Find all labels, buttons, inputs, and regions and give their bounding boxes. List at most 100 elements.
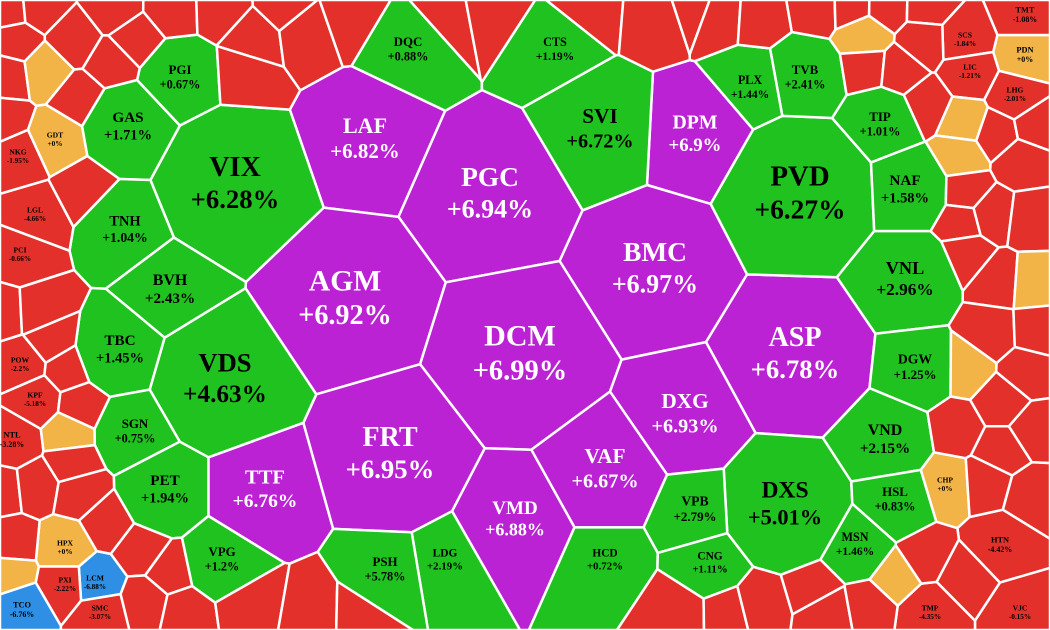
cell-shape xyxy=(0,511,41,562)
stock-cell: DPM+6.9% xyxy=(645,58,755,206)
filler-cell xyxy=(77,487,136,556)
ticker: PXI xyxy=(58,576,71,585)
change: +1.44% xyxy=(731,89,769,101)
change: +0% xyxy=(48,140,63,148)
change: +6.93% xyxy=(651,415,718,437)
change: +2.41% xyxy=(785,78,826,92)
filler-cell xyxy=(0,511,41,562)
cell-shape xyxy=(838,49,887,97)
ticker: TMP xyxy=(922,604,939,613)
ticker: GAS xyxy=(112,109,143,126)
ticker: TBC xyxy=(104,332,135,349)
ticker: LHG xyxy=(1007,86,1024,95)
change: +4.63% xyxy=(183,380,267,408)
change: +0.88% xyxy=(388,50,429,64)
stock-cell: LDG+2.19% xyxy=(410,509,522,630)
cell-shape xyxy=(334,580,415,630)
change: +0% xyxy=(1017,55,1033,64)
change: +2.96% xyxy=(876,280,933,299)
filler-cell xyxy=(464,0,537,84)
ticker: NAF xyxy=(889,172,920,189)
ticker: TTF xyxy=(245,466,285,488)
cell-shape xyxy=(0,556,41,596)
cell-shape xyxy=(43,344,91,394)
change: +6.95% xyxy=(346,454,435,484)
ticker: ASP xyxy=(768,322,821,353)
filler-cell xyxy=(47,154,121,229)
ticker: DPM xyxy=(673,112,718,134)
change: +2.15% xyxy=(860,440,910,457)
ticker: VPB xyxy=(681,494,708,509)
filler-cell xyxy=(334,580,415,630)
filler-cell xyxy=(892,20,945,74)
stock-cell: VAF+6.67% xyxy=(530,390,669,529)
ticker: SCS xyxy=(958,31,972,40)
change: -2.2% xyxy=(11,365,30,373)
change: +1.11% xyxy=(692,563,727,575)
stock-cell: DXS+5.01% xyxy=(722,431,854,577)
ticker: TNH xyxy=(109,213,140,229)
stock-cell: PSH+5.78% xyxy=(316,527,430,630)
change: +6.76% xyxy=(233,491,298,512)
change: +0.83% xyxy=(875,500,916,514)
change: +0% xyxy=(938,485,953,493)
change: +1.71% xyxy=(104,127,152,143)
cell-shape xyxy=(1001,460,1050,540)
filler-cell xyxy=(1001,460,1050,540)
ticker: HTN xyxy=(991,535,1009,544)
change: -6.76% xyxy=(10,610,35,619)
change: +5.01% xyxy=(748,504,822,529)
change: +1.25% xyxy=(893,367,936,382)
ticker: TIP xyxy=(869,109,891,124)
cell-shape xyxy=(935,538,1002,622)
ticker: NKG xyxy=(9,148,26,157)
ticker: HPX xyxy=(57,539,74,548)
ticker: GDT xyxy=(47,131,63,140)
ticker: VND xyxy=(868,422,903,439)
ticker: DXG xyxy=(661,389,708,413)
ticker: VAF xyxy=(585,444,626,468)
stock-cell: AGM+6.92% xyxy=(244,206,448,396)
cell-shape xyxy=(1007,396,1050,465)
cell-shape xyxy=(994,345,1050,402)
ticker: VNL xyxy=(886,258,925,278)
filler-cell xyxy=(1012,304,1050,358)
change: -0.66% xyxy=(9,255,31,263)
filler-cell xyxy=(0,556,41,596)
ticker: TVB xyxy=(792,62,819,77)
change: +6.92% xyxy=(298,300,391,331)
ticker: PET xyxy=(150,472,180,489)
ticker: VIX xyxy=(209,152,261,183)
ticker: SGN xyxy=(122,416,149,431)
ticker: LIC xyxy=(963,63,977,72)
ticker: LDG xyxy=(433,547,458,559)
cell-shape xyxy=(464,0,537,84)
ticker: POW xyxy=(11,356,30,365)
cell-shape xyxy=(318,0,392,69)
filler-cell xyxy=(994,345,1050,402)
ticker: VMD xyxy=(492,498,537,519)
ticker: SVI xyxy=(582,104,617,128)
change: -4.66% xyxy=(24,215,46,223)
change: +6.28% xyxy=(191,184,280,214)
cell-shape xyxy=(77,487,136,556)
ticker: PSH xyxy=(372,554,397,569)
change: +6.67% xyxy=(571,470,638,492)
cell-shape xyxy=(688,0,742,63)
ticker: FRT xyxy=(362,422,417,453)
ticker: CTS xyxy=(543,35,567,49)
cell-shape xyxy=(1006,185,1050,254)
ticker: PGC xyxy=(461,162,519,192)
ticker: DGW xyxy=(898,352,933,367)
filler-cell xyxy=(39,410,97,453)
cell-shape xyxy=(892,20,945,74)
change: +0.75% xyxy=(115,432,156,446)
cell-shape xyxy=(141,0,199,40)
ticker: TMT xyxy=(1015,5,1034,14)
change: +6.27% xyxy=(754,195,845,225)
filler-cell xyxy=(318,0,392,69)
change: -5.18% xyxy=(24,400,46,408)
ticker: VDS xyxy=(198,347,251,377)
change: +6.97% xyxy=(612,269,698,298)
